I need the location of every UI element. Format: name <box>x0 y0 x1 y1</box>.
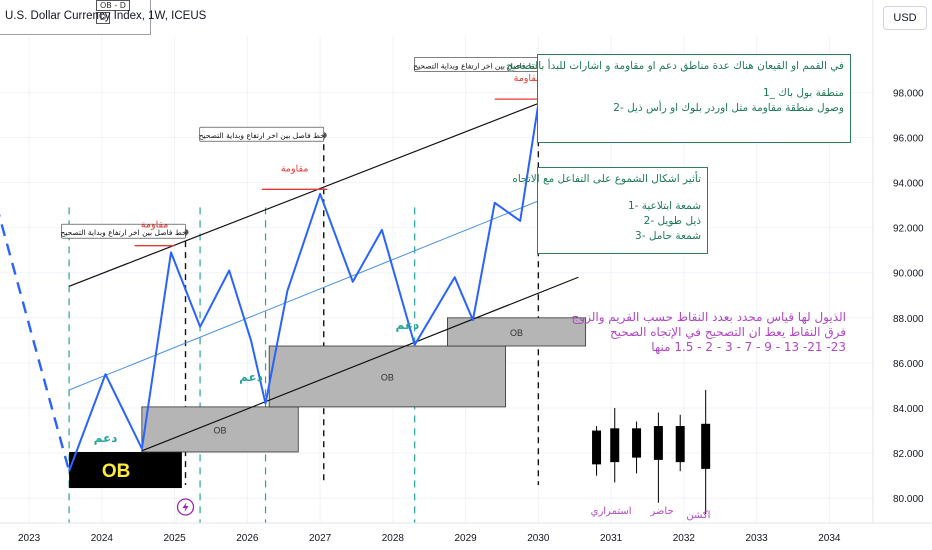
x-tick-label: 2023 <box>18 533 41 544</box>
y-tick-label: 80.000 <box>893 494 924 505</box>
price-line-dashed <box>0 213 71 472</box>
x-tick-label: 2027 <box>309 533 332 544</box>
badge-d[interactable]: D <box>96 12 111 24</box>
order-block-gray <box>447 317 587 347</box>
wick-note-line1: الذيول لها قياس محدد بعدد النقاط حسب الف… <box>571 310 846 324</box>
note-signals-title: في القمم او القيعان هناك عدة مناطق دعم ا… <box>506 60 844 72</box>
note-signals-item2: وصول منطقة مقاومة مثل اوردر بلوك او رأس … <box>613 102 844 114</box>
channel-lower-line <box>141 276 579 452</box>
order-block-black <box>69 451 182 489</box>
resistance-label: مقاومة <box>281 163 309 174</box>
x-tick-label: 2034 <box>818 533 841 544</box>
symbol-header: OB - D D U.S. Dollar Currency Index, 1W,… <box>0 0 206 35</box>
price-line <box>68 103 540 472</box>
order-block-gray <box>141 406 299 453</box>
demo-candle-label: استمراري <box>591 506 632 517</box>
separator-label: خط فاصل بين اخر ارتفاع وبداية التصحيح <box>60 228 187 237</box>
support-label: دعم <box>239 370 263 384</box>
x-tick-label: 2026 <box>236 533 259 544</box>
support-label: دعم <box>396 318 420 332</box>
separator-label: خط فاصل بين اخر ارتفاع وبداية التصحيح <box>413 61 540 70</box>
separator-label: خط فاصل بين اخر ارتفاع وبداية التصحيح <box>199 131 326 140</box>
order-blocks: OB OB OB OB <box>69 317 587 489</box>
y-tick-label: 92.000 <box>893 224 924 235</box>
order-block-label: OB <box>381 372 394 382</box>
x-tick-label: 2030 <box>527 533 550 544</box>
y-tick-label: 82.000 <box>893 449 924 460</box>
y-tick-label: 84.000 <box>893 404 924 415</box>
order-block-label: OB <box>102 461 131 482</box>
demo-candle-body <box>592 430 602 465</box>
note-candles-item2: ذيل طويل -2 <box>643 215 701 227</box>
note-candles-item3: شمعة حامل -3 <box>635 230 701 242</box>
price-path <box>0 103 540 472</box>
resistance-label: مقاومة <box>141 220 169 231</box>
separator-label-box <box>199 126 325 142</box>
y-tick-label: 96.000 <box>893 133 924 144</box>
note-box-signals: في القمم او القيعان هناك عدة مناطق دعم ا… <box>506 54 851 143</box>
demo-candle-body <box>675 426 685 463</box>
demo-candle-body <box>701 423 711 469</box>
resistance-label: مقاومة <box>514 73 542 84</box>
y-tick-label: 98.000 <box>893 88 924 99</box>
order-block-gray <box>268 345 507 408</box>
x-tick-label: 2025 <box>163 533 186 544</box>
channel-upper-line <box>68 87 579 287</box>
demo-candle-label: اكشن <box>686 510 710 521</box>
wick-note-line2: فرق النقاط يعط ان التصحيح في الإتجاه الص… <box>609 325 846 339</box>
support-resistance-marks: مقاومة مقاومة مقاومة دعم دعم دعم <box>94 73 561 445</box>
demo-candles: استمراري حاضر اكشن <box>591 389 711 521</box>
demo-candle-body <box>610 428 620 463</box>
demo-candle-body <box>653 426 663 460</box>
badge-ob-d[interactable]: OB - D <box>96 0 130 11</box>
lightning-glyph <box>182 502 189 512</box>
symbol-title[interactable]: U.S. Dollar Currency Index, 1W, ICEUS <box>5 10 207 22</box>
channel-middle-line <box>68 184 579 391</box>
x-tick-label: 2032 <box>673 533 696 544</box>
y-tick-label: 94.000 <box>893 179 924 190</box>
support-label: دعم <box>94 431 118 445</box>
x-tick-label: 2028 <box>382 533 405 544</box>
x-tick-label: 2024 <box>91 533 114 544</box>
note-signals-item1: منطقة بول باك _1 <box>762 87 844 99</box>
wick-note-line3: 23- 21- 13 - 9 - 7 - 3 - 2 - 1.5 منها <box>651 340 846 354</box>
note-candles-item1: شمعة ابتلاعية -1 <box>627 200 701 212</box>
x-tick-label: 2033 <box>745 533 768 544</box>
note-box-candles: تأثير اشكال الشموع على التفاعل مع الاتجا… <box>512 167 708 254</box>
note-candles-title: تأثير اشكال الشموع على التفاعل مع الاتجا… <box>512 173 701 185</box>
order-block-label: OB <box>214 425 227 435</box>
demo-candle-body <box>632 428 642 458</box>
y-tick-label: 86.000 <box>893 359 924 370</box>
trend-channel <box>68 87 579 452</box>
x-tick-label: 2031 <box>600 533 623 544</box>
x-tick-label: 2029 <box>454 533 477 544</box>
currency-button[interactable]: USD <box>883 6 927 30</box>
wick-note: الذيول لها قياس محدد بعدد النقاط حسب الف… <box>571 310 846 355</box>
y-tick-label: 88.000 <box>893 314 924 325</box>
demo-candle-label: حاضر <box>649 506 673 517</box>
order-block-label: OB <box>510 328 523 338</box>
separator-label-box <box>61 223 186 239</box>
y-tick-label: 90.000 <box>893 269 924 280</box>
